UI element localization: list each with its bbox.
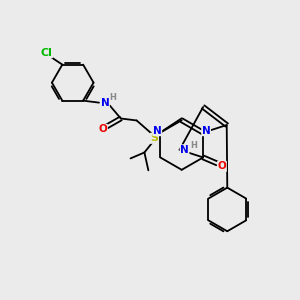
Text: N: N (180, 145, 189, 155)
Text: H: H (190, 141, 197, 150)
Text: O: O (99, 124, 107, 134)
Text: O: O (218, 161, 226, 171)
Text: N: N (153, 126, 162, 136)
Text: N: N (202, 126, 211, 136)
Text: H: H (110, 93, 116, 102)
Text: S: S (151, 133, 158, 143)
Text: Cl: Cl (40, 48, 52, 58)
Text: N: N (100, 98, 109, 108)
